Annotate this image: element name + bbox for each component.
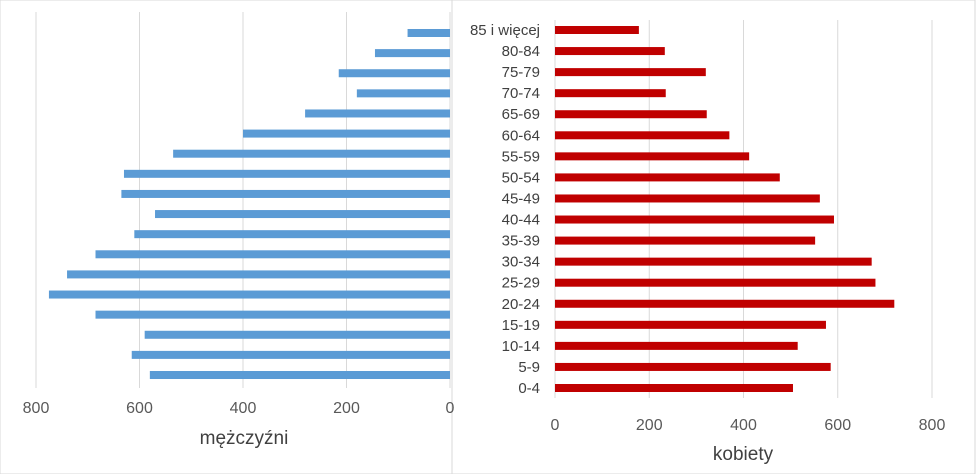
- men-bars: [48, 29, 451, 379]
- women-bar: [555, 236, 816, 245]
- women-bar: [555, 47, 665, 56]
- women-x-tick-label: 0: [551, 417, 560, 434]
- women-gridlines: [554, 20, 933, 398]
- men-bar: [131, 350, 451, 359]
- women-bar: [555, 341, 798, 350]
- age-group-label: 0-4: [518, 380, 540, 397]
- women-bar: [555, 68, 706, 77]
- men-bar: [134, 230, 450, 239]
- women-axis-title: kobiety: [713, 444, 774, 465]
- men-bar: [356, 89, 450, 98]
- women-bar: [555, 131, 730, 140]
- women-bars: [555, 26, 895, 392]
- women-x-tick-label: 400: [730, 417, 757, 434]
- men-axis-title: mężczyźni: [200, 428, 289, 449]
- men-x-tick-label: 400: [230, 400, 257, 417]
- age-group-label: 85 i więcej: [470, 22, 540, 39]
- age-group-labels: 0-4 5-9 10-14 15-19 20-24 25-29 30-34 35-39 40-4…: [470, 22, 540, 397]
- men-x-tick-label: 800: [23, 400, 50, 417]
- women-bar: [555, 173, 780, 182]
- women-bar: [555, 278, 876, 287]
- age-group-label: 10-14: [502, 338, 540, 355]
- women-x-tick-label: 600: [824, 417, 851, 434]
- age-group-label: 15-19: [502, 317, 540, 334]
- men-bar: [67, 270, 451, 279]
- women-bar: [555, 320, 826, 329]
- women-bar: [555, 299, 895, 308]
- men-x-tick-label: 0: [446, 400, 455, 417]
- age-group-label: 70-74: [502, 85, 540, 102]
- men-bar: [173, 149, 450, 158]
- men-bar: [243, 129, 450, 138]
- women-bar: [555, 152, 750, 161]
- women-bar: [555, 26, 639, 34]
- age-group-label: 25-29: [502, 275, 540, 292]
- men-bar: [338, 69, 450, 78]
- men-bar: [121, 189, 450, 198]
- men-x-tick-label: 600: [126, 400, 153, 417]
- age-group-label: 45-49: [502, 190, 540, 207]
- women-bar: [555, 89, 666, 98]
- age-group-label: 20-24: [502, 296, 540, 313]
- age-group-label: 75-79: [502, 64, 540, 81]
- women-bar: [555, 194, 820, 203]
- age-group-label: 5-9: [518, 359, 540, 376]
- age-group-label: 55-59: [502, 148, 540, 165]
- men-x-tick-labels: 800 600 400 200 0: [23, 400, 455, 417]
- men-bar: [123, 169, 450, 178]
- men-bar: [149, 371, 450, 379]
- age-group-label: 40-44: [502, 212, 540, 229]
- men-bar: [305, 109, 450, 118]
- age-group-label: 35-39: [502, 233, 540, 250]
- age-group-label: 30-34: [502, 254, 540, 271]
- women-x-tick-label: 800: [919, 417, 946, 434]
- women-bar: [555, 215, 834, 224]
- men-bar: [95, 250, 450, 259]
- men-bar: [407, 29, 450, 37]
- women-bar: [555, 110, 707, 119]
- men-bar: [155, 210, 450, 219]
- women-bar: [555, 362, 831, 371]
- women-x-tick-label: 200: [636, 417, 663, 434]
- men-bar: [374, 49, 450, 58]
- age-group-label: 50-54: [502, 169, 540, 186]
- men-bar: [95, 310, 450, 319]
- women-x-tick-labels: 0 200 400 600 800: [551, 417, 946, 434]
- age-group-label: 80-84: [502, 43, 540, 60]
- men-bar: [48, 290, 450, 299]
- age-group-label: 60-64: [502, 127, 540, 144]
- women-bar: [555, 384, 793, 392]
- men-bar: [144, 330, 451, 339]
- men-x-tick-label: 200: [333, 400, 360, 417]
- women-bar: [555, 257, 872, 266]
- age-group-label: 65-69: [502, 106, 540, 123]
